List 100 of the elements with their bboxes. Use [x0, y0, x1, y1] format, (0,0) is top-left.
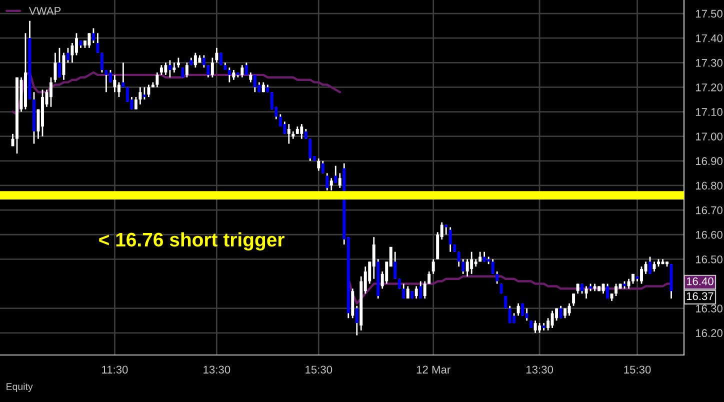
text: 16.37 — [686, 292, 714, 300]
candlestick — [432, 258, 435, 275]
candlestick — [321, 160, 324, 174]
candlestick — [185, 62, 188, 78]
candlestick — [249, 72, 252, 83]
x-tick-label: 15:30 — [624, 366, 651, 374]
candlestick — [466, 258, 469, 278]
candlestick — [172, 62, 176, 74]
x-tick-label: 13:30 — [526, 366, 554, 374]
candlestick — [156, 72, 159, 88]
candlestick — [113, 74, 116, 93]
x-tick-label: 12 Mar — [416, 366, 450, 374]
text: Equity — [6, 382, 33, 392]
candlestick — [74, 32, 78, 56]
candlestick — [394, 251, 397, 280]
candlestick — [627, 278, 630, 290]
candlestick — [202, 54, 206, 68]
y-tick-label: 16.60 — [696, 230, 722, 239]
candlestick — [117, 82, 120, 98]
candlestick — [414, 286, 418, 300]
candlestick — [496, 270, 499, 284]
candlestick — [253, 74, 256, 93]
candlestick — [176, 57, 180, 68]
x-tick-label: 13:30 — [204, 366, 230, 374]
candlestick — [62, 52, 66, 81]
candlestick — [584, 286, 588, 300]
candlestick — [168, 59, 172, 78]
candlestick — [244, 62, 248, 76]
candlestick — [448, 226, 452, 253]
candlestick — [572, 292, 576, 307]
candlestick — [419, 280, 422, 300]
candlestick — [614, 283, 618, 297]
candlestick — [181, 66, 184, 78]
y-tick-label: 17.30 — [696, 58, 722, 67]
candlestick — [215, 47, 218, 64]
candlestick — [428, 270, 431, 284]
candlestick — [300, 123, 304, 140]
candlestick — [550, 310, 554, 329]
candlestick — [326, 172, 329, 192]
candlestick — [206, 64, 210, 78]
candlestick — [49, 76, 52, 108]
candlestick — [423, 280, 426, 300]
candlestick — [406, 286, 410, 300]
candlestick — [100, 52, 104, 74]
candlestick — [194, 52, 197, 68]
candlestick — [508, 305, 512, 324]
y-tick-label: 16.30 — [696, 304, 722, 312]
candlestick — [338, 172, 342, 189]
y-tick-label: 16.90 — [696, 157, 722, 166]
candlestick — [525, 308, 528, 322]
y-tick-label: 17.50 — [696, 10, 722, 18]
candlestick — [122, 62, 125, 88]
candlestick — [96, 32, 100, 54]
candlestick — [372, 236, 376, 280]
candlestick — [304, 128, 308, 140]
candlestick — [546, 317, 550, 332]
x-tick-label: 11:30 — [102, 366, 128, 374]
y-tick-label: 17.00 — [696, 132, 722, 140]
legend-label: VWAP — [28, 7, 61, 15]
candlestick — [228, 66, 231, 83]
candlestick — [648, 256, 652, 275]
y-tick-label: 17.10 — [696, 108, 722, 116]
candlestick — [317, 158, 320, 172]
candlestick — [70, 42, 74, 64]
candlestick — [308, 138, 312, 162]
candlestick — [104, 69, 108, 93]
candlestick — [287, 123, 290, 144]
candlestick — [138, 86, 142, 106]
text: 16.40 — [686, 277, 714, 286]
y-tick-label: 16.80 — [696, 182, 722, 190]
candlestick — [283, 120, 286, 135]
candlestick — [606, 283, 610, 300]
candlestick — [160, 64, 163, 76]
candlestick — [402, 283, 406, 300]
y-tick-label: 16.70 — [696, 206, 722, 214]
candlestick — [58, 47, 61, 78]
x-tick-label: 15:30 — [306, 366, 332, 374]
candlestick — [462, 258, 465, 275]
y-tick-label: 16.50 — [696, 255, 722, 264]
candlestick — [54, 52, 57, 83]
candlestick — [534, 320, 537, 334]
ref-line-label: < 16.76 short trigger — [99, 232, 284, 251]
candlestick — [164, 62, 168, 76]
candlestick — [516, 302, 520, 316]
candlestick — [88, 32, 91, 49]
y-tick-label: 17.40 — [696, 34, 722, 42]
candlestick — [330, 177, 333, 192]
candlestick — [147, 84, 150, 98]
candlestick — [568, 302, 571, 316]
candlestick — [470, 251, 474, 275]
candlestick — [108, 69, 112, 83]
candlestick — [232, 69, 236, 81]
candlestick — [92, 28, 95, 44]
candlestick — [334, 165, 338, 184]
y-tick-label: 17.20 — [696, 83, 722, 92]
candlestick — [559, 305, 562, 319]
candlestick — [210, 57, 214, 78]
candlestick — [555, 308, 558, 322]
y-tick-label: 16.20 — [696, 329, 722, 338]
candlestick — [134, 96, 138, 110]
